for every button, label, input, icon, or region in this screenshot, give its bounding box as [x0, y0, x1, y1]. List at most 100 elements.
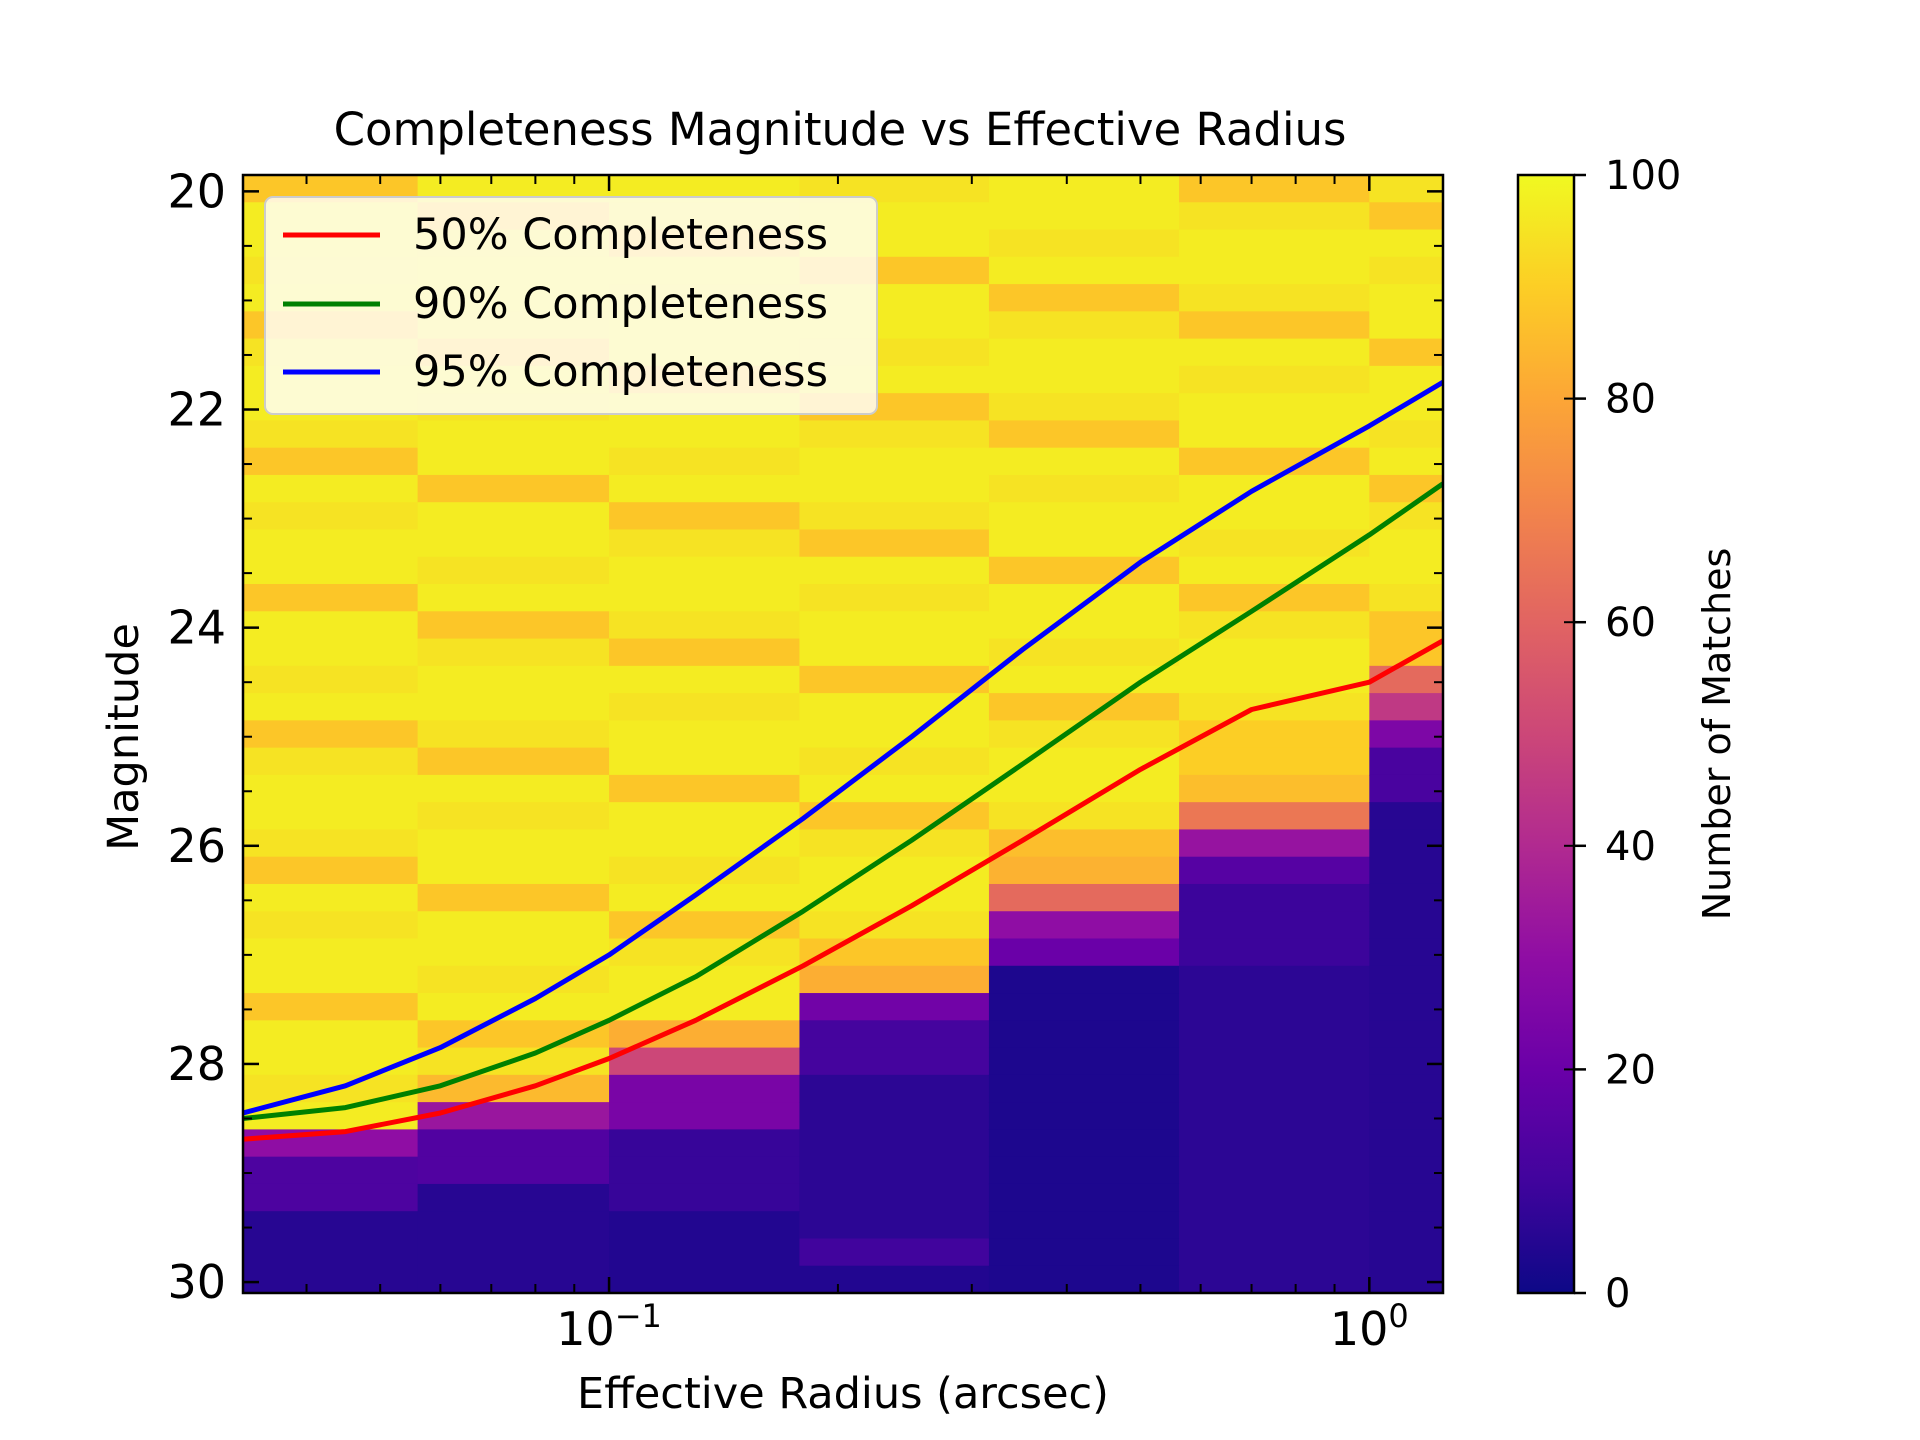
y-tick-label: 28: [167, 1037, 226, 1091]
heatmap-cell: [243, 1265, 419, 1293]
heatmap-cell: [799, 1265, 990, 1293]
heatmap-cell: [988, 1020, 1180, 1049]
legend-box: [264, 196, 878, 415]
heatmap-cell: [1369, 229, 1443, 258]
colorbar-tick-label: 20: [1605, 1047, 1656, 1093]
heatmap-cell: [417, 611, 610, 640]
legend-label-95: 95% Completeness: [413, 347, 828, 397]
heatmap-cell: [1179, 284, 1370, 312]
heatmap-cell: [1179, 747, 1370, 776]
heatmap-cell: [988, 256, 1180, 285]
heatmap-cell: [799, 638, 990, 667]
heatmap-cell: [609, 665, 801, 694]
heatmap-cell: [1179, 693, 1370, 721]
heatmap-cell: [417, 856, 610, 885]
heatmap-cell: [988, 365, 1180, 394]
heatmap-cell: [417, 938, 610, 967]
colorbar-tick-label: 100: [1605, 153, 1681, 199]
heatmap-cell: [1369, 665, 1443, 694]
heatmap-cell: [1369, 1020, 1443, 1049]
heatmap-cell: [1369, 829, 1443, 858]
heatmap-cell: [988, 393, 1180, 422]
heatmap-cell: [988, 311, 1180, 340]
heatmap-cell: [988, 965, 1180, 994]
heatmap-cell: [609, 638, 801, 667]
heatmap-cell: [1369, 747, 1443, 776]
heatmap-cell: [243, 802, 419, 831]
heatmap-cell: [417, 883, 610, 912]
heatmap-cell: [1369, 1074, 1443, 1103]
heatmap-cell: [1179, 556, 1370, 585]
heatmap-cell: [609, 1156, 801, 1185]
heatmap-cell: [988, 856, 1180, 885]
y-tick-label: 26: [167, 819, 226, 873]
heatmap-cell: [988, 1129, 1180, 1158]
heatmap-cell: [1179, 502, 1370, 531]
heatmap-cell: [1179, 965, 1370, 994]
heatmap-cell: [988, 474, 1180, 503]
heatmap-cell: [1369, 1102, 1443, 1130]
heatmap-cell: [417, 447, 610, 476]
heatmap-cell: [988, 747, 1180, 776]
heatmap-cell: [243, 747, 419, 776]
heatmap-cell: [1369, 556, 1443, 585]
heatmap-cell: [609, 584, 801, 612]
heatmap-cell: [988, 938, 1180, 967]
heatmap-cell: [988, 693, 1180, 721]
heatmap-cell: [799, 584, 990, 612]
heatmap-cell: [799, 665, 990, 694]
heatmap-cell: [243, 993, 419, 1021]
heatmap-cell: [609, 1211, 801, 1240]
x-tick-label: 100: [1330, 1297, 1409, 1356]
colorbar-label: Number of Matches: [1695, 548, 1739, 921]
heatmap-cell: [609, 774, 801, 803]
heatmap-cell: [1179, 338, 1370, 367]
heatmap-cell: [988, 1211, 1180, 1240]
heatmap-cell: [609, 1102, 801, 1130]
y-axis-label: Magnitude: [99, 623, 149, 851]
heatmap-cell: [243, 938, 419, 967]
heatmap-cell: [988, 774, 1180, 803]
heatmap-cell: [1369, 693, 1443, 721]
heatmap-cell: [988, 911, 1180, 940]
heatmap-cell: [1179, 1211, 1370, 1240]
colorbar-tick-label: 80: [1605, 377, 1656, 423]
heatmap-cell: [609, 474, 801, 503]
heatmap-cell: [1369, 611, 1443, 640]
heatmap-cell: [1179, 1129, 1370, 1158]
legend-label-90: 90% Completeness: [413, 279, 828, 329]
heatmap-cell: [243, 693, 419, 721]
heatmap-cell: [1369, 284, 1443, 312]
heatmap-cell: [1369, 856, 1443, 885]
heatmap-cell: [799, 611, 990, 640]
heatmap-cell: [1179, 1047, 1370, 1076]
heatmap-cell: [799, 856, 990, 885]
heatmap-cell: [417, 911, 610, 940]
heatmap-cell: [799, 1238, 990, 1267]
heatmap-cell: [417, 529, 610, 558]
heatmap-cell: [1179, 638, 1370, 667]
heatmap-cell: [1179, 774, 1370, 803]
heatmap-cell: [988, 584, 1180, 612]
heatmap-cell: [1369, 774, 1443, 803]
heatmap-cell: [1369, 338, 1443, 367]
heatmap-cell: [1369, 447, 1443, 476]
heatmap-cell: [417, 665, 610, 694]
heatmap-cell: [1369, 175, 1443, 203]
heatmap-cell: [417, 829, 610, 858]
heatmap-cell: [243, 584, 419, 612]
heatmap-cell: [243, 720, 419, 749]
heatmap-cell: [988, 1047, 1180, 1076]
colorbar-tick-label: 0: [1605, 1271, 1630, 1317]
heatmap-cell: [1179, 856, 1370, 885]
heatmap-cell: [609, 447, 801, 476]
heatmap-cell: [799, 1156, 990, 1185]
legend-label-50: 50% Completeness: [413, 210, 828, 260]
heatmap-cell: [243, 774, 419, 803]
series-line-0: [243, 638, 1443, 1142]
heatmap-cell: [1179, 1020, 1370, 1049]
heatmap-cell: [417, 965, 610, 994]
heatmap-cell: [609, 802, 801, 831]
heatmap-cell: [243, 474, 419, 503]
heatmap-cell: [1179, 1238, 1370, 1267]
